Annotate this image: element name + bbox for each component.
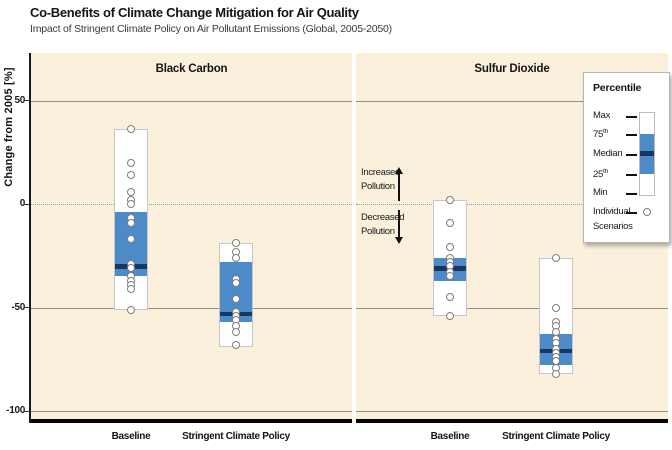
gridline--50 <box>31 307 352 309</box>
scenario-point <box>232 295 240 304</box>
y-tick-label: 0 <box>19 198 26 209</box>
x-axis-line <box>31 419 352 423</box>
scenario-point <box>446 311 454 320</box>
page-title: Co-Benefits of Climate Change Mitigation… <box>30 5 359 20</box>
increased-pollution-label: Increased Pollution <box>361 167 401 192</box>
legend-item-dash-icon <box>626 134 637 136</box>
category-label: Baseline <box>430 431 470 442</box>
category-label: Baseline <box>111 431 151 442</box>
scenario-point <box>127 284 135 293</box>
gridline--50 <box>356 307 668 309</box>
x-axis-line <box>356 419 668 423</box>
scenario-point <box>552 369 560 378</box>
panel-black-carbon: Black Carbon <box>31 53 352 419</box>
legend-item-label: 25th <box>593 168 608 181</box>
gridline-50 <box>31 100 352 102</box>
scenario-point <box>446 195 454 204</box>
scenario-point <box>552 303 560 312</box>
zero-gridline <box>356 204 668 205</box>
y-tick-label: -50 <box>11 301 25 313</box>
y-tick-mark <box>24 100 30 101</box>
panel-title: Sulfur Dioxide <box>474 63 550 75</box>
y-tick-mark <box>24 203 30 205</box>
legend-item-dash-icon <box>626 154 637 156</box>
legend-item-dash-icon <box>626 193 637 195</box>
y-tick-mark <box>24 307 30 308</box>
scenario-point <box>232 278 240 287</box>
scenario-point <box>127 158 135 167</box>
legend-item-dash-icon <box>626 174 637 176</box>
scenario-point <box>127 125 135 134</box>
legend-item-label: Median <box>593 148 623 159</box>
legend-item-dash-icon <box>626 116 637 118</box>
legend-item-label: Max <box>593 110 611 121</box>
y-tick-label: 50 <box>14 94 25 106</box>
gridline-50 <box>356 100 668 102</box>
scenario-point <box>446 243 454 252</box>
scenario-point <box>232 239 240 248</box>
scenario-point <box>127 200 135 208</box>
legend-median-band-icon <box>640 151 654 156</box>
y-tick-mark <box>24 410 30 412</box>
scenario-point <box>232 328 240 337</box>
scenario-point <box>446 293 454 302</box>
category-label: Stringent Climate Policy <box>502 431 610 442</box>
scenario-point <box>446 272 454 281</box>
scenario-point <box>127 171 135 180</box>
scenario-point <box>127 235 135 244</box>
zero-gridline <box>31 204 352 205</box>
scenario-point <box>552 253 560 262</box>
gridline--100 <box>356 411 668 412</box>
category-label: Stringent Climate Policy <box>182 431 290 442</box>
scenario-point <box>127 264 135 273</box>
legend-title: Percentile <box>593 82 642 94</box>
scenario-point <box>127 305 135 314</box>
page-subtitle: Impact of Stringent Climate Policy on Ai… <box>30 23 392 35</box>
scenario-point <box>127 187 135 196</box>
legend-item-label: 75th <box>593 128 608 141</box>
scenario-point <box>232 253 240 262</box>
decreased-pollution-label: Decreased Pollution <box>361 212 405 237</box>
panel-title: Black Carbon <box>155 63 228 75</box>
scenario-point <box>127 218 135 227</box>
gridline--100 <box>31 411 352 412</box>
y-axis-line <box>29 53 31 423</box>
legend-individual-label: Individual <box>593 206 631 217</box>
y-axis-label: Change from 2005 [%] <box>3 67 15 187</box>
legend-item-label: Min <box>593 187 608 198</box>
y-tick-label: -100 <box>6 405 25 416</box>
legend-scenario-circle-icon <box>643 208 651 216</box>
scenario-point <box>232 340 240 349</box>
legend-individual-dash-icon <box>626 212 637 214</box>
legend-box: Percentile Max 75th Median 25th Min Individu… <box>583 72 670 243</box>
legend-scenarios-label: Scenarios <box>593 221 633 232</box>
scenario-point <box>446 218 454 227</box>
